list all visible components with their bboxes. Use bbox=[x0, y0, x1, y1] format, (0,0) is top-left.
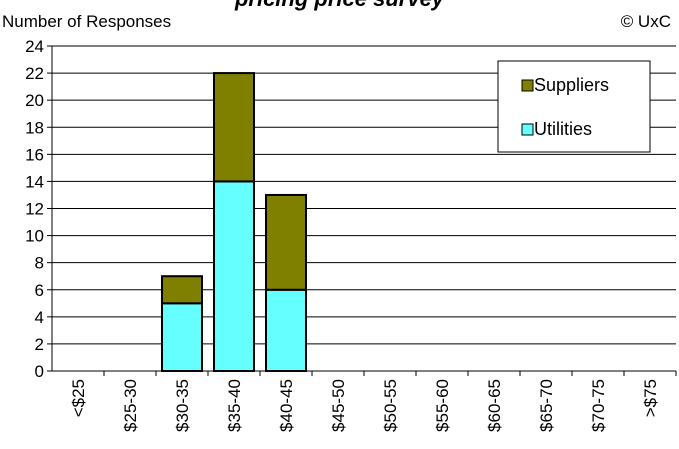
y-tick-label: 12 bbox=[25, 200, 44, 219]
legend-swatch-utilities bbox=[521, 123, 534, 136]
y-tick-label: 22 bbox=[25, 64, 44, 83]
y-tick-label: 18 bbox=[25, 118, 44, 137]
x-tick-label: $65-70 bbox=[537, 379, 556, 432]
bar-utilities bbox=[265, 288, 307, 372]
y-tick-label: 20 bbox=[25, 91, 44, 110]
y-tick-label: 2 bbox=[35, 335, 44, 354]
chart-title-clipped: pricing price survey bbox=[0, 0, 679, 14]
y-tick-label: 16 bbox=[25, 145, 44, 164]
x-tick-label: <$25 bbox=[69, 379, 88, 417]
legend-label-utilities: Utilities bbox=[534, 119, 592, 139]
legend-box bbox=[497, 60, 651, 153]
x-tick-label: $25-30 bbox=[121, 379, 140, 432]
y-tick-label: 8 bbox=[35, 254, 44, 273]
x-tick-label: $35-40 bbox=[225, 379, 244, 432]
bar-suppliers bbox=[265, 193, 307, 291]
y-tick-label: 10 bbox=[25, 227, 44, 246]
bar-utilities bbox=[161, 302, 203, 372]
x-tick-label: $45-50 bbox=[329, 379, 348, 432]
x-tick-label: $30-35 bbox=[173, 379, 192, 432]
axes bbox=[47, 45, 677, 376]
x-tick-labels: <$25 $25-30 $30-35 $35-40 $40-45 $45-50 $50-55… bbox=[69, 379, 660, 432]
y-tick-label: 6 bbox=[35, 281, 44, 300]
y-tick-label: 0 bbox=[35, 362, 44, 381]
x-tick-label: $55-60 bbox=[433, 379, 452, 432]
bar-suppliers bbox=[161, 275, 203, 305]
y-tick-label: 14 bbox=[25, 172, 44, 191]
x-tick-label: $50-55 bbox=[381, 379, 400, 432]
x-tick-label: >$75 bbox=[641, 379, 660, 417]
x-tick-label: $40-45 bbox=[277, 379, 296, 432]
copyright-label: © UxC bbox=[620, 12, 671, 31]
y-axis-title: Number of Responses bbox=[2, 12, 172, 31]
legend-label-suppliers: Suppliers bbox=[534, 75, 609, 95]
bar-utilities bbox=[213, 180, 255, 372]
y-tick-label: 4 bbox=[35, 308, 44, 327]
legend-swatch-suppliers bbox=[521, 79, 534, 92]
x-tick-label: $70-75 bbox=[589, 379, 608, 432]
x-tick-label: $60-65 bbox=[485, 379, 504, 432]
y-tick-label: 24 bbox=[25, 37, 44, 56]
bar-suppliers bbox=[213, 72, 255, 183]
chart-title: pricing price survey bbox=[0, 0, 679, 12]
legend: Suppliers Utilities bbox=[497, 60, 651, 153]
bars bbox=[161, 72, 307, 372]
